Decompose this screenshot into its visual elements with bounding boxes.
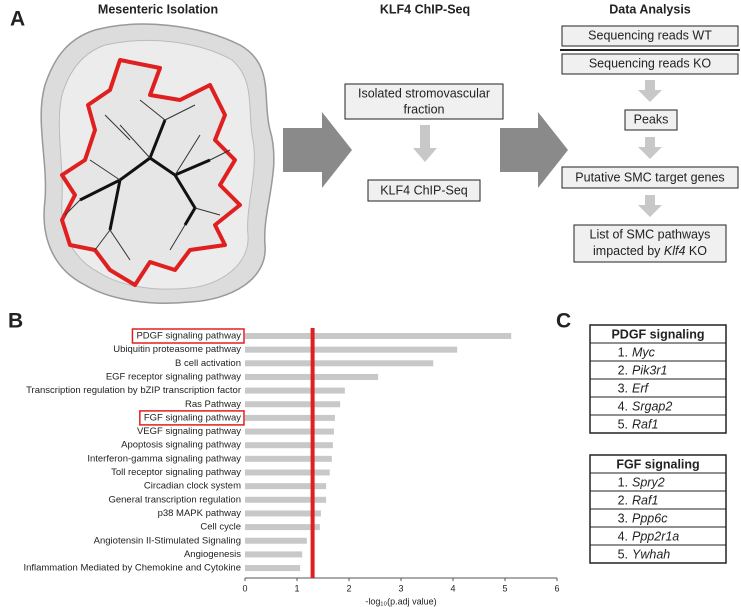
step-box xyxy=(367,179,481,202)
row-number: 4. xyxy=(618,529,628,543)
step-box xyxy=(561,25,739,47)
gene-name: Raf1 xyxy=(632,493,658,507)
title: Data Analysis xyxy=(609,2,691,16)
gene-tables: PDGF signaling 1. Myc 2. Pik3r1 3. Erf 4. Srgap2… xyxy=(589,324,727,564)
step-box xyxy=(561,166,739,189)
bar xyxy=(245,537,307,544)
bar xyxy=(245,565,301,572)
y-tick-label: Angiotensin II-Stimulated Signaling xyxy=(94,535,241,546)
gene-name: Ppp6c xyxy=(632,511,668,525)
y-tick-label: B cell activation xyxy=(175,358,241,369)
bar xyxy=(245,483,327,490)
gene-name: Erf xyxy=(632,381,650,395)
row-number: 2. xyxy=(618,363,628,377)
panel-label: C xyxy=(556,310,571,333)
bar xyxy=(245,455,332,462)
panel-label: A xyxy=(10,8,25,31)
gene-name: Ywhah xyxy=(632,547,670,561)
step-box xyxy=(573,224,727,263)
highlight-box xyxy=(139,410,245,426)
step-text: List of SMC pathways xyxy=(590,227,711,241)
step-text: Isolated stromovascular xyxy=(358,86,490,100)
step-text: Peaks xyxy=(634,112,669,126)
x-tick-label: 3 xyxy=(398,583,403,593)
row-number: 2. xyxy=(618,493,628,507)
row-number: 3. xyxy=(618,381,628,395)
mesentery-illustration xyxy=(40,23,275,304)
bar xyxy=(245,333,512,339)
y-tick-label: Circadian clock system xyxy=(144,481,241,492)
step-text: Sequencing reads KO xyxy=(589,56,712,70)
bar xyxy=(245,360,434,367)
gene-name: Ppp2r1a xyxy=(632,529,679,543)
y-tick-label: Ubiquitin proteasome pathway xyxy=(113,344,241,355)
row-number: 1. xyxy=(618,475,628,489)
row-number: 4. xyxy=(618,399,628,413)
y-tick-label: Ras Pathway xyxy=(185,399,241,410)
row-number: 3. xyxy=(618,511,628,525)
bar xyxy=(245,442,333,449)
bar-chart: PDGF signaling pathway Ubiquitin proteaso… xyxy=(23,328,560,606)
bar xyxy=(245,387,345,394)
arrow xyxy=(638,80,662,102)
bar xyxy=(245,524,320,531)
arrow xyxy=(283,112,352,188)
gene-name: Raf1 xyxy=(632,417,658,431)
step-text: Sequencing reads WT xyxy=(588,28,712,42)
y-tick-label: PDGF signaling pathway xyxy=(136,331,241,342)
y-tick-label: Apoptosis signaling pathway xyxy=(121,440,241,451)
x-tick-label: 6 xyxy=(554,583,559,593)
y-tick-label: Cell cycle xyxy=(200,522,241,533)
y-tick-label: Angiogenesis xyxy=(184,549,241,560)
step-box xyxy=(344,83,504,120)
bar xyxy=(245,401,341,408)
y-tick-label: p38 MAPK pathway xyxy=(158,508,242,519)
y-tick-label: FGF signaling pathway xyxy=(144,412,241,423)
bar xyxy=(245,496,327,503)
highlight-box xyxy=(131,328,245,344)
arrow xyxy=(638,195,662,217)
step-box xyxy=(624,109,678,131)
title: Mesenteric Isolation xyxy=(98,2,218,16)
arrow xyxy=(413,125,437,162)
step-box xyxy=(561,53,739,75)
arrow xyxy=(500,112,568,188)
x-axis-title: -log₁₀(p.adj value) xyxy=(365,596,436,606)
bar xyxy=(245,551,303,558)
y-tick-label: General transcription regulation xyxy=(108,494,241,505)
y-tick-label: EGF receptor signaling pathway xyxy=(106,371,241,382)
x-tick-label: 5 xyxy=(502,583,507,593)
row-number: 5. xyxy=(618,417,628,431)
gene-name: Srgap2 xyxy=(632,399,672,413)
title: KLF4 ChIP-Seq xyxy=(380,2,470,16)
step-text: impacted by Klf4 KO xyxy=(593,244,707,258)
y-tick-label: Interferon-gamma signaling pathway xyxy=(87,453,241,464)
bar xyxy=(245,414,335,421)
row-number: 5. xyxy=(618,547,628,561)
bar xyxy=(245,346,458,353)
gene-name: Spry2 xyxy=(632,475,665,489)
panel-label: B xyxy=(8,310,23,333)
step-text: Putative SMC target genes xyxy=(575,170,724,184)
x-tick-label: 0 xyxy=(242,583,247,593)
gene-name: Pik3r1 xyxy=(632,363,667,377)
y-tick-label: Toll receptor signaling pathway xyxy=(111,467,241,478)
y-tick-label: VEGF signaling pathway xyxy=(137,426,241,437)
gene-name: Myc xyxy=(632,345,656,359)
step-text: KLF4 ChIP-Seq xyxy=(380,183,468,197)
row-number: 1. xyxy=(618,345,628,359)
step-text: fraction xyxy=(404,102,445,116)
bar xyxy=(245,469,330,476)
y-tick-label: Transcription regulation by bZIP transcr… xyxy=(26,385,241,396)
table-title: FGF signaling xyxy=(616,457,699,471)
bar xyxy=(245,428,334,435)
x-tick-label: 4 xyxy=(450,583,455,593)
arrow xyxy=(638,137,662,159)
x-tick-label: 2 xyxy=(346,583,351,593)
x-tick-label: 1 xyxy=(294,583,299,593)
table-title: PDGF signaling xyxy=(611,327,704,341)
bar xyxy=(245,510,321,517)
y-tick-label: Inflammation Mediated by Chemokine and C… xyxy=(23,563,241,574)
